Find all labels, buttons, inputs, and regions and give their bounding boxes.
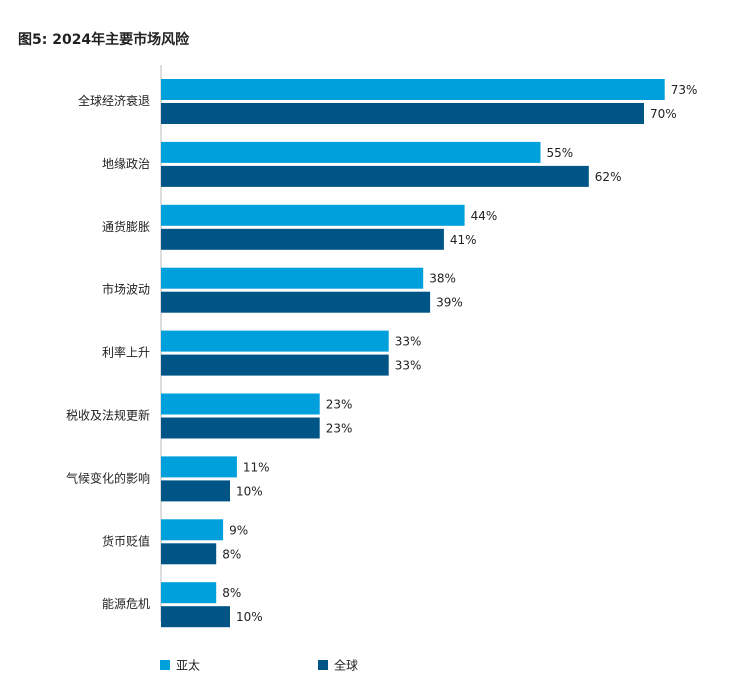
category-label: 市场波动 <box>102 282 150 297</box>
category-label: 货币贬值 <box>102 533 150 548</box>
legend-swatch <box>160 660 170 670</box>
category-label: 能源危机 <box>102 597 150 611</box>
bar <box>161 141 541 163</box>
value-label: 38% <box>429 272 456 286</box>
legend-label: 亚太 <box>176 658 200 673</box>
legend-swatch <box>318 660 328 670</box>
chart-title: 图5: 2024年主要市场风险 <box>18 31 190 48</box>
category-label: 全球经济衰退 <box>78 93 150 108</box>
bar <box>161 79 665 100</box>
bar <box>161 354 389 376</box>
value-label: 33% <box>395 359 422 373</box>
bar <box>161 291 431 313</box>
value-label: 73% <box>671 83 698 97</box>
value-label: 11% <box>243 460 270 474</box>
bar <box>161 582 217 604</box>
bar <box>161 204 465 226</box>
category-label: 通货膨胀 <box>102 219 150 234</box>
legend-label: 全球 <box>334 658 358 673</box>
value-label: 9% <box>229 523 248 537</box>
bar <box>161 103 644 124</box>
category-label: 气候变化的影响 <box>66 470 150 485</box>
bar <box>161 165 589 187</box>
value-label: 10% <box>236 610 263 624</box>
value-label: 8% <box>222 586 241 600</box>
value-label: 62% <box>595 170 622 184</box>
value-label: 39% <box>436 296 463 310</box>
bar <box>161 393 320 415</box>
category-label: 利率上升 <box>102 345 150 360</box>
value-label: 55% <box>547 146 574 160</box>
value-label: 8% <box>222 547 241 561</box>
category-label: 地缘政治 <box>102 157 150 171</box>
value-label: 23% <box>326 398 353 412</box>
value-label: 70% <box>650 107 677 121</box>
bar <box>161 417 320 439</box>
bar <box>161 267 424 289</box>
bar <box>161 543 217 565</box>
value-label: 44% <box>471 209 498 223</box>
bar <box>161 228 444 250</box>
value-label: 23% <box>326 422 353 436</box>
bar <box>161 519 224 541</box>
bar <box>161 456 237 478</box>
bar <box>161 606 230 628</box>
value-label: 41% <box>450 233 477 247</box>
bar <box>161 480 230 502</box>
category-label: 税收及法规更新 <box>66 408 150 423</box>
bar <box>161 330 389 352</box>
value-label: 33% <box>395 335 422 349</box>
value-label: 10% <box>236 484 263 498</box>
